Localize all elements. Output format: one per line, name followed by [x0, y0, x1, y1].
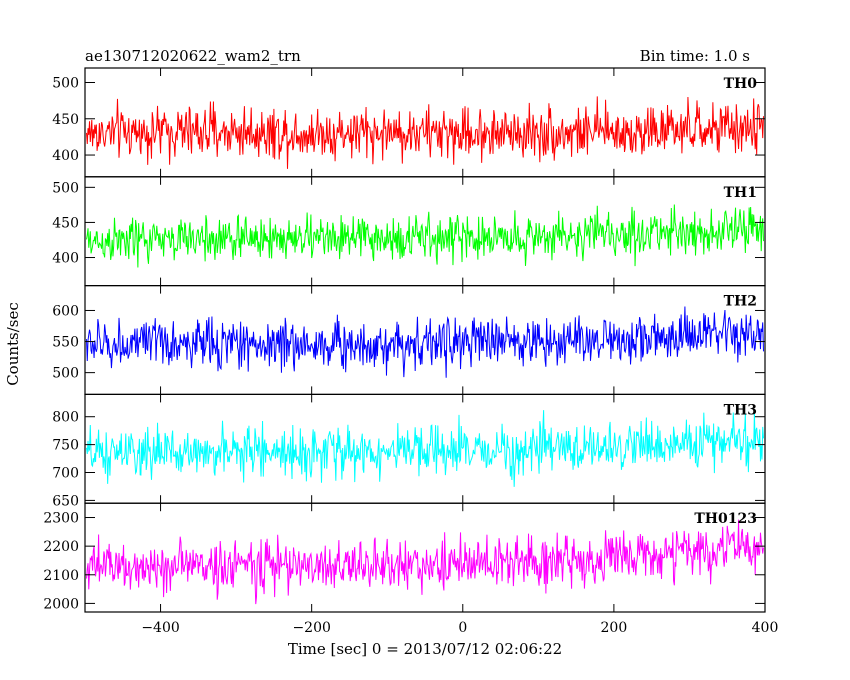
panel-name-label: TH0123 [694, 511, 757, 527]
y-tick-label: 500 [52, 76, 79, 92]
panel-name-label: TH3 [724, 402, 757, 418]
y-tick-label: 550 [52, 335, 79, 351]
series-th3-line [86, 410, 764, 487]
panel-name-label: TH1 [724, 185, 757, 201]
x-tick-label: 200 [601, 620, 628, 636]
series-th1-line [86, 204, 764, 268]
panel-th0123: 2000 2100 2200 2300 TH0123 [43, 502, 766, 613]
series-th2-line [86, 306, 764, 378]
x-axis: −400 −200 0 200 400 [141, 620, 778, 636]
x-axis-label: Time [sec] 0 = 2013/07/12 02:06:22 [288, 640, 562, 658]
panels-group: 400 450 500 TH0 400 450 500 TH1 500 550 600 TH2 650 7… [43, 67, 766, 613]
y-tick-label: 450 [52, 215, 79, 231]
y-tick-label: 650 [52, 493, 79, 509]
series-th0123-line [86, 519, 764, 605]
y-tick-label: 800 [52, 410, 79, 426]
series-th0-line [86, 96, 764, 169]
y-tick-label: 500 [52, 366, 79, 382]
panel-name-label: TH2 [724, 294, 757, 310]
x-tick-label: −400 [141, 620, 179, 636]
panel-frame [84, 502, 766, 613]
x-tick-label: −200 [292, 620, 330, 636]
y-tick-label: 600 [52, 303, 79, 319]
x-tick-label: 400 [752, 620, 779, 636]
y-tick-label: 2000 [43, 596, 79, 612]
y-tick-label: 750 [52, 438, 79, 454]
bin-time-label: Bin time: 1.0 s [640, 47, 750, 65]
panel-name-label: TH0 [724, 76, 758, 92]
panel-th2: 500 550 600 TH2 [52, 285, 766, 396]
y-tick-label: 2300 [43, 511, 79, 527]
y-axis-label: Counts/sec [4, 302, 22, 386]
chart-title: ae130712020622_wam2_trn [85, 47, 301, 65]
y-tick-label: 500 [52, 180, 79, 196]
x-tick-label: 0 [458, 620, 467, 636]
y-tick-label: 400 [52, 251, 79, 267]
y-tick-label: 700 [52, 466, 79, 482]
y-tick-label: 2100 [43, 568, 79, 584]
y-tick-label: 400 [52, 148, 79, 164]
y-tick-label: 450 [52, 112, 79, 128]
y-tick-label: 2200 [43, 539, 79, 555]
panel-th3: 650 700 750 800 TH3 [52, 393, 766, 509]
